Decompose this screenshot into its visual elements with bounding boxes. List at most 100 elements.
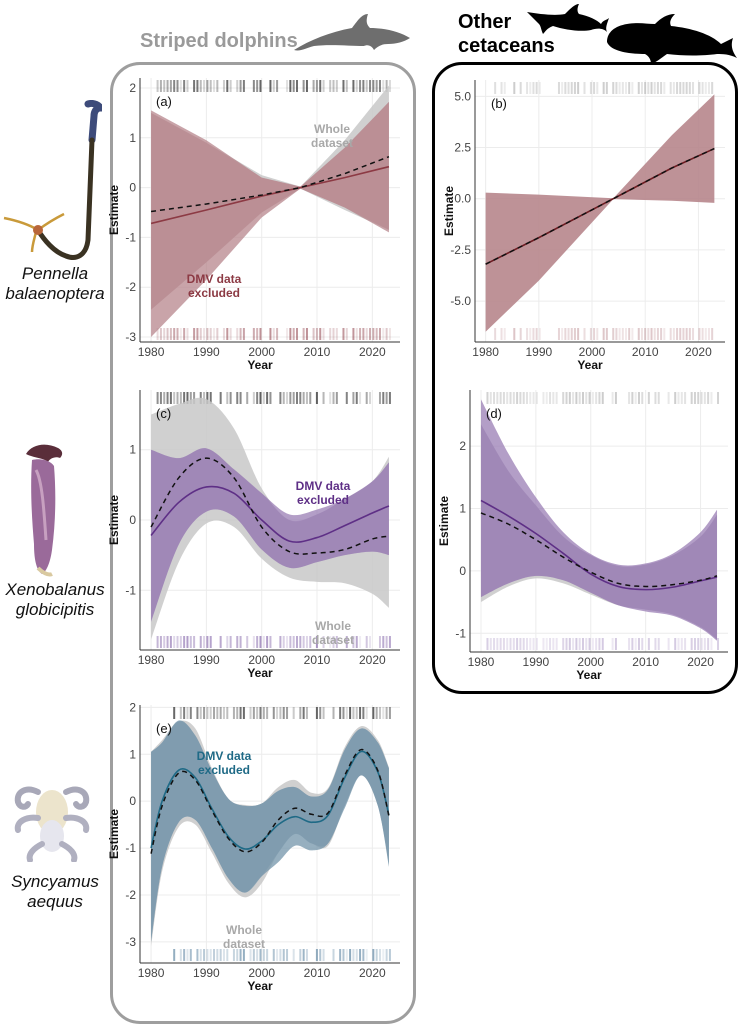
- rug-tick: [516, 638, 519, 650]
- rug-tick: [196, 328, 199, 340]
- rug-tick: [585, 392, 588, 404]
- rug-tick: [179, 707, 182, 719]
- rug-tick: [299, 392, 302, 404]
- rug-tick: [385, 80, 388, 92]
- rug-tick: [159, 636, 162, 648]
- rug-tick: [365, 392, 368, 404]
- annotation-label: excluded: [188, 286, 240, 300]
- rug-tick: [296, 80, 298, 92]
- rug-tick: [299, 636, 302, 648]
- rug-tick: [315, 392, 318, 404]
- plot-area: 1980 1990 2000 2010 2020 -3 -2 -1 0 1 2 Year Estimat…: [107, 700, 400, 993]
- rug-tick: [186, 328, 189, 340]
- rug-tick: [279, 392, 282, 404]
- rug-tick: [296, 636, 298, 648]
- ci-band-dmv-excluded: [485, 94, 715, 332]
- rug-tick: [332, 80, 335, 92]
- x-axis-title: Year: [577, 358, 603, 372]
- rug-tick: [588, 638, 591, 650]
- rug-tick: [372, 80, 375, 92]
- rug-tick: [595, 638, 598, 650]
- rug-tick: [349, 707, 352, 719]
- rug-tick: [262, 707, 265, 719]
- rug-tick: [567, 328, 570, 340]
- rug-tick: [209, 392, 212, 404]
- rug-tick: [680, 392, 683, 404]
- pilot-whale-icon: [607, 14, 737, 64]
- rug-tick: [578, 638, 581, 650]
- rug-tick: [589, 328, 592, 340]
- rug-tick: [345, 949, 348, 961]
- rug-tick: [266, 949, 269, 961]
- x-tick-label: 2000: [248, 966, 275, 980]
- rug-tick: [634, 638, 637, 650]
- x-tick-label: 1990: [525, 345, 552, 359]
- rug-tick: [183, 949, 186, 961]
- rug-tick: [319, 949, 322, 961]
- rug-tick: [549, 638, 552, 650]
- rug-tick: [315, 707, 318, 719]
- rug-tick: [660, 328, 663, 340]
- rug-tick: [685, 82, 688, 94]
- rug-tick: [707, 638, 710, 650]
- rug-tick: [173, 949, 176, 961]
- rug-tick: [500, 328, 503, 340]
- rug-tick: [529, 638, 532, 650]
- rug-tick: [199, 949, 202, 961]
- rug-tick: [496, 392, 499, 404]
- rug-tick: [292, 707, 295, 719]
- rug-bottom: [156, 636, 391, 648]
- rug-tick: [378, 707, 381, 719]
- rug-tick: [159, 392, 162, 404]
- rug-tick: [656, 82, 659, 94]
- ci-band-overlap: [151, 101, 389, 310]
- rug-tick: [693, 638, 696, 650]
- rug-tick: [535, 82, 538, 94]
- rug-tick: [256, 707, 259, 719]
- rug-tick: [693, 392, 696, 404]
- x-tick-label: 2020: [687, 655, 714, 669]
- rug-tick: [176, 392, 179, 404]
- rug-tick: [565, 638, 568, 650]
- x-axis-title: Year: [247, 979, 273, 993]
- annotation-label: dataset: [311, 136, 353, 150]
- rug-tick: [173, 392, 176, 404]
- rug-tick: [650, 82, 653, 94]
- rug-tick: [570, 82, 573, 94]
- rug-tick: [345, 80, 348, 92]
- rug-tick: [641, 392, 644, 404]
- other-cetaceans-panel-group: [432, 62, 738, 694]
- rug-tick: [322, 80, 325, 92]
- rug-tick: [256, 392, 259, 404]
- x-tick-label: 2000: [579, 345, 606, 359]
- rug-tick: [345, 707, 348, 719]
- rug-tick: [572, 392, 575, 404]
- rug-tick: [252, 80, 255, 92]
- rug-tick: [555, 638, 558, 650]
- rug-tick: [707, 82, 710, 94]
- rug-tick: [388, 328, 391, 340]
- rug-tick: [332, 949, 335, 961]
- rug-tick: [302, 80, 305, 92]
- rug-tick: [315, 636, 318, 648]
- y-tick-label: -5.0: [450, 294, 471, 308]
- rug-tick: [166, 636, 169, 648]
- rug-tick: [203, 328, 206, 340]
- rug-tick: [193, 636, 196, 648]
- rug-tick: [581, 638, 584, 650]
- rug-tick: [312, 80, 315, 92]
- rug-tick: [236, 80, 239, 92]
- rug-tick: [322, 949, 325, 961]
- rug-tick: [704, 328, 707, 340]
- annotation-label: dataset: [312, 633, 354, 647]
- rug-tick: [262, 392, 265, 404]
- rug-tick: [375, 707, 378, 719]
- rug-tick: [169, 328, 172, 340]
- rug-tick: [279, 949, 282, 961]
- rug-tick: [239, 949, 242, 961]
- rug-tick: [529, 392, 532, 404]
- rug-tick: [685, 328, 688, 340]
- y-axis-title: Estimate: [107, 809, 121, 859]
- y-tick-label: -3: [125, 935, 136, 949]
- rug-tick: [378, 328, 381, 340]
